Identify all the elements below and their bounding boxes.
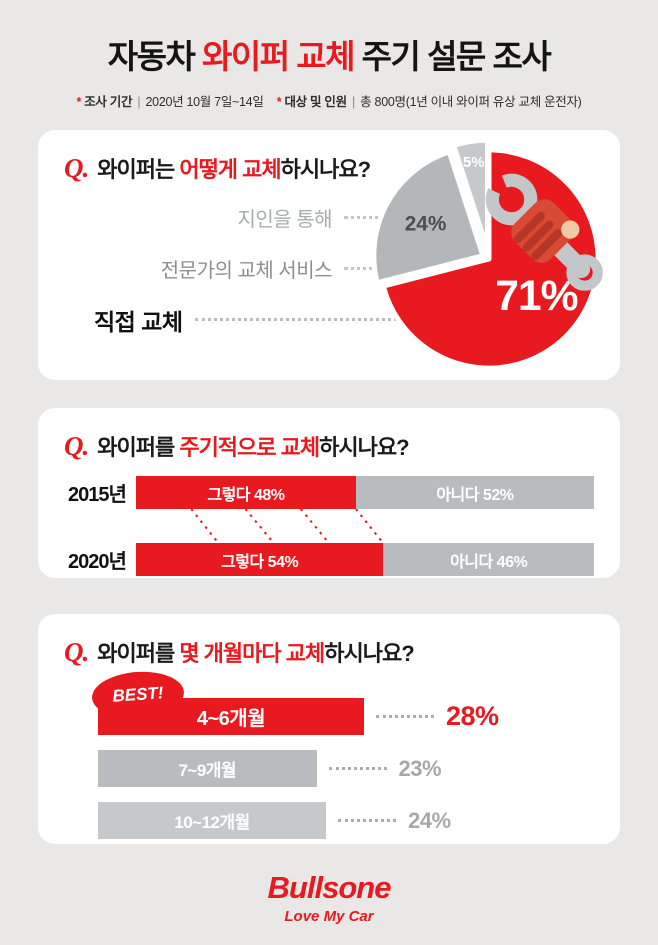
dotted-leader [194,318,404,321]
survey-meta: * 조사 기간 | 2020년 10월 7일~14일 * 대상 및 인원 | 총… [0,91,658,110]
legend-label: 전문가의 교체 서비스 [160,260,333,282]
stacked-bar-row: 2020년 그렇다 54% 아니다 46% [68,543,594,576]
legend-row-self: 직접 교체 [94,294,406,345]
pie-value-label: 71% [495,272,577,320]
year-label: 2020년 [68,551,127,573]
question-3-text: 와이퍼를 몇 개월마다 교체하시나요? [97,641,414,666]
bullsone-logo: Bullsone [267,870,392,905]
bar-row: 10~12개월 24% [98,802,594,839]
question-1-text: 와이퍼는 어떻게 교체하시나요? [97,157,371,182]
dotted-leader [328,767,387,770]
page-header: 자동차 와이퍼 교체 주기 설문 조사 * 조사 기간 | 2020년 10월 … [0,30,658,110]
pie-value-label: 5% [463,155,484,171]
year-label: 2015년 [68,484,127,506]
meta-value: 총 800명(1년 이내 와이퍼 유상 교체 운전자) [360,95,582,109]
card-periodic-replacement: Q. 와이퍼를 주기적으로 교체하시나요? 2015년 그렇다 48% 아니다 52… [38,408,620,578]
asterisk-icon: * [276,95,282,109]
legend-label: 지인을 통해 [237,209,332,231]
stacked-bar: 그렇다 48% 아니다 52% [136,476,594,509]
pie-slice-1 [371,149,486,286]
q-mark: Q. [64,637,89,667]
logo-tagline: Love My Car [284,908,374,925]
bar-segment: 그렇다 54% [136,543,384,576]
wrench-ring-end [566,254,603,291]
dotted-leader [376,715,434,718]
stacked-bar-row: 2015년 그렇다 48% 아니다 52% [68,476,594,509]
meta-divider: | [137,95,141,109]
page-footer: Bullsone Love My Car [0,870,658,945]
pie-legend: 지인을 통해 전문가의 교체 서비스 직접 교체 [94,192,406,345]
card-replacement-interval: Q. 와이퍼를 몇 개월마다 교체하시나요? BEST! 4~6개월 28% 7~9개… [38,614,620,844]
survey-period: * 조사 기간 | 2020년 10월 7일~14일 [76,95,263,109]
meta-divider: | [352,95,355,109]
question-1: Q. 와이퍼는 어떻게 교체하시나요? [64,152,594,184]
meta-label: 대상 및 인원 [284,95,347,109]
survey-target: * 대상 및 인원 | 총 800명(1년 이내 와이퍼 유상 교체 운전자) [277,95,582,109]
fist [511,199,580,263]
bar-row: BEST! 4~6개월 28% [90,668,594,735]
bar-segment: 아니다 52% [355,476,594,509]
title-highlight: 와이퍼 교체 [202,38,355,75]
legend-row-professional: 전문가의 교체 서비스 [94,243,406,294]
percent-label: 23% [398,755,442,781]
bar-chart: BEST! 4~6개월 28% 7~9개월 23% 10~12개월 24% [90,668,594,839]
card-replace-method: Q. 와이퍼는 어떻게 교체하시나요? 지인을 통해 전문가의 교체 서비스 직… [38,130,620,380]
title-pre: 자동차 [107,38,203,75]
bar-row: 7~9개월 23% [98,750,594,787]
question-2: Q. 와이퍼를 주기적으로 교체하시나요? [64,430,594,462]
legend-row-acquaintance: 지인을 통해 [94,192,406,243]
asterisk-icon: * [76,95,82,109]
question-3: Q. 와이퍼를 몇 개월마다 교체하시나요? [64,636,594,668]
trend-connector-lines [136,509,594,543]
interval-bar: 7~9개월 [98,750,317,787]
stacked-bar-chart: 2015년 그렇다 48% 아니다 52% 2020년 그렇다 54% 아니다 46% [64,476,594,576]
q-mark: Q. [64,153,89,183]
percent-label: 24% [408,807,451,833]
pie-slice-2 [451,140,490,252]
interval-bar: 10~12개월 [98,802,326,839]
dotted-leader [344,216,404,219]
page-title: 자동차 와이퍼 교체 주기 설문 조사 [0,30,658,78]
legend-label: 직접 교체 [94,308,183,335]
title-post: 주기 설문 조사 [354,38,552,75]
bar-segment: 그렇다 48% [136,476,356,509]
pie-value-label: 24% [405,213,447,236]
bar-segment: 아니다 46% [383,543,594,576]
question-2-text: 와이퍼를 주기적으로 교체하시나요? [97,435,409,460]
wrench-fist-icon [485,173,603,291]
meta-label: 조사 기간 [84,95,133,109]
stacked-bar: 그렇다 54% 아니다 46% [136,543,594,576]
dotted-leader [338,819,396,822]
q-mark: Q. [64,431,89,461]
percent-label: 28% [446,701,499,731]
meta-value: 2020년 10월 7일~14일 [145,95,264,109]
